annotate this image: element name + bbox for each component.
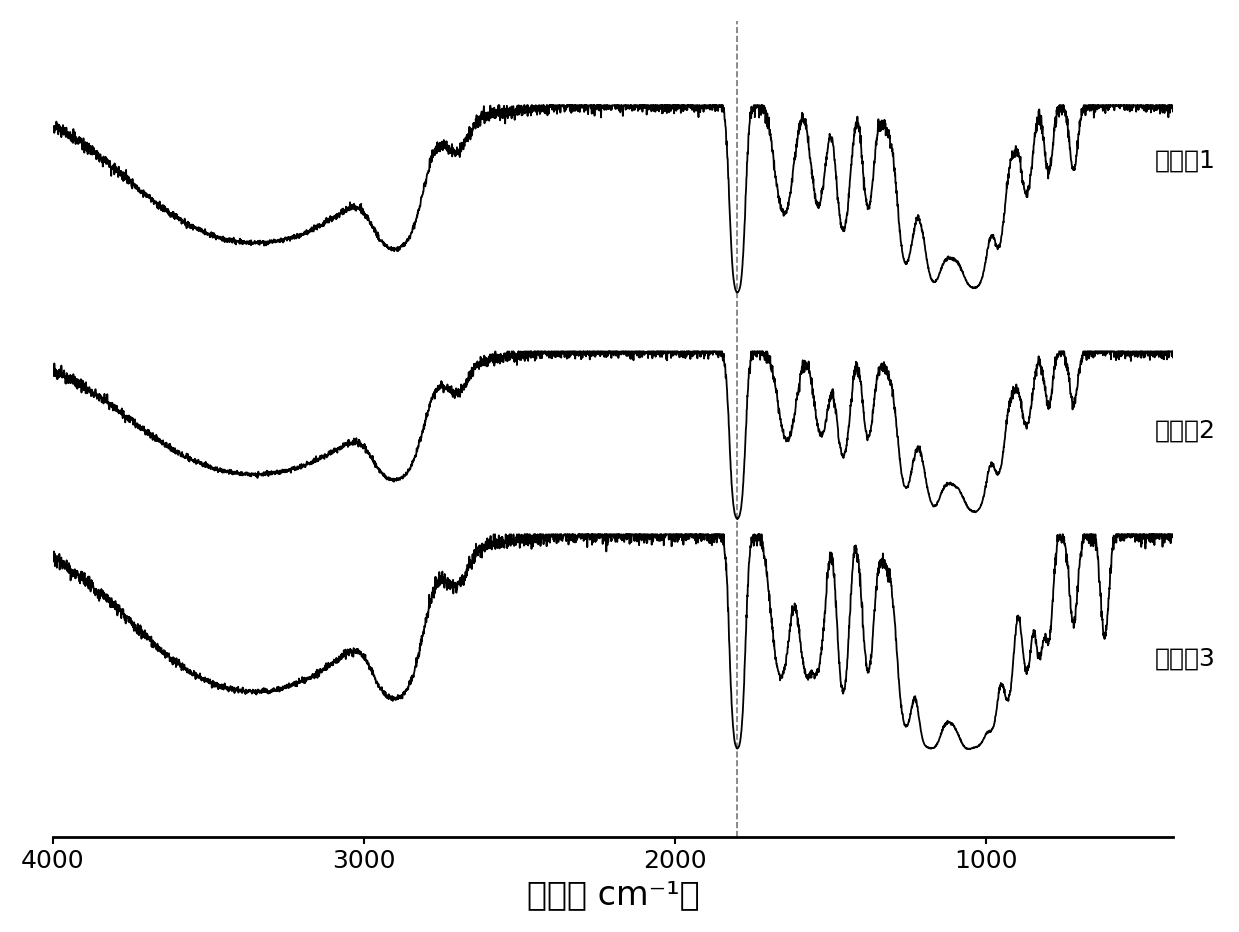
Text: 实施例2: 实施例2 — [1155, 418, 1215, 443]
X-axis label: 波数（ cm⁻¹）: 波数（ cm⁻¹） — [527, 878, 699, 911]
Text: 实施例1: 实施例1 — [1155, 148, 1215, 172]
Text: 实施例3: 实施例3 — [1155, 646, 1215, 670]
